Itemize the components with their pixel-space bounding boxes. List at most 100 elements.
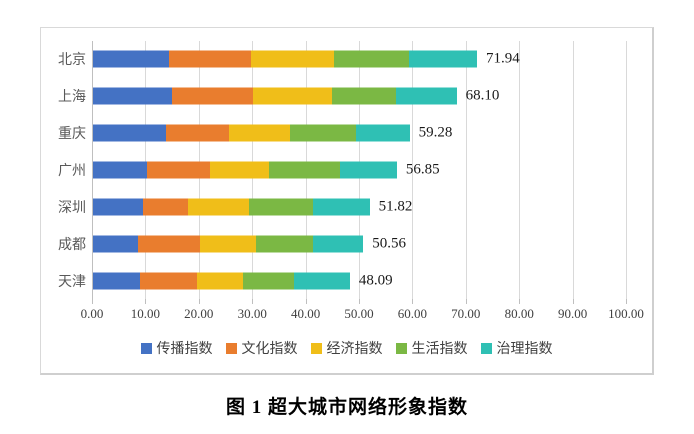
bar-row: 成都 50.56: [58, 225, 626, 262]
chart-figure: 北京 71.94 上海 68.10 重庆 59.28 广州 56.85 深圳 51.82 成都 50.…: [40, 27, 654, 375]
figure-caption: 图 1 超大城市网络形象指数: [225, 397, 468, 418]
category-label: 成都: [58, 237, 86, 253]
bar-segment: [408, 50, 477, 68]
stacked-bar: [93, 272, 350, 290]
x-tick-mark: [145, 299, 147, 304]
bar-segment: [249, 198, 313, 216]
legend-label: 经济指数: [326, 342, 383, 357]
legend-swatch-icon: [480, 342, 492, 354]
bar-segment: [146, 161, 210, 179]
x-tick-mark: [359, 299, 360, 304]
legend-swatch-icon: [395, 342, 407, 354]
total-value-label: 48.09: [358, 272, 393, 289]
x-tick-label: 90.00: [557, 306, 588, 321]
stacked-bar: [93, 124, 410, 142]
bar-segment: [200, 235, 257, 253]
bar-row: 天津 48.09: [58, 262, 626, 299]
x-tick-label: 60.00: [397, 306, 428, 321]
x-tick-label: 40.00: [290, 306, 321, 321]
stacked-bar: [93, 161, 397, 179]
bar-rows: 北京 71.94 上海 68.10 重庆 59.28 广州 56.85 深圳 51.82 成都 50.…: [58, 41, 626, 299]
x-tick-label: 0.00: [80, 306, 104, 321]
total-value-label: 68.10: [465, 87, 500, 104]
bar-segment: [242, 272, 294, 290]
x-tick-mark: [465, 299, 467, 304]
total-value-label: 51.82: [378, 198, 413, 215]
x-tick-mark: [412, 299, 414, 304]
x-tick-mark: [626, 299, 627, 304]
legend-label: 生活指数: [411, 342, 468, 357]
bar-segment: [139, 272, 197, 290]
bar-segment: [256, 235, 313, 253]
stacked-bar: [93, 87, 457, 105]
bar-row: 北京 71.94: [58, 41, 626, 78]
category-label: 天津: [58, 274, 86, 290]
bar-segment: [209, 161, 270, 179]
bar-row: 重庆 59.28: [58, 115, 626, 152]
bar-segment: [169, 50, 252, 68]
category-label: 广州: [58, 164, 86, 179]
bar-segment: [312, 235, 364, 253]
bar-segment: [293, 272, 350, 290]
gridline: [572, 41, 574, 299]
bar-segment: [165, 124, 229, 142]
category-label: 上海: [58, 90, 86, 106]
legend-label: 传播指数: [156, 342, 213, 357]
bar-segment: [93, 50, 170, 68]
bar-segment: [172, 87, 253, 105]
x-tick-label: 100.00: [608, 306, 644, 321]
x-tick-mark: [92, 299, 93, 304]
x-tick-label: 10.00: [130, 306, 161, 321]
gridline: [412, 41, 414, 299]
legend-swatch-icon: [140, 342, 152, 354]
bar-row: 上海 68.10: [58, 78, 626, 115]
gridline: [465, 41, 467, 299]
bar-segment: [252, 87, 332, 105]
category-label: 深圳: [58, 200, 86, 216]
legend-label: 治理指数: [496, 342, 553, 357]
x-tick-label: 20.00: [184, 306, 214, 321]
x-tick-mark: [198, 299, 200, 304]
bar-segment: [333, 50, 409, 68]
stacked-bar: [93, 50, 477, 68]
y-axis-line: [92, 41, 93, 299]
total-value-label: 59.28: [418, 124, 453, 141]
bar-segment: [196, 272, 243, 290]
bar-segment: [93, 235, 138, 253]
bar-segment: [269, 161, 340, 179]
x-tick-mark: [519, 299, 521, 304]
category-label: 北京: [58, 53, 86, 69]
legend-item: 生活指数: [395, 338, 468, 358]
category-label: 重庆: [58, 127, 86, 143]
legend-label: 文化指数: [241, 342, 298, 357]
x-tick-mark: [572, 299, 574, 304]
bar-segment: [93, 272, 140, 290]
bar-segment: [93, 198, 143, 216]
bar-segment: [251, 50, 334, 68]
bar-segment: [228, 124, 291, 142]
x-tick-mark: [305, 299, 307, 304]
x-tick-label: 80.00: [504, 306, 534, 321]
bar-segment: [93, 87, 173, 105]
bar-segment: [396, 87, 457, 105]
bar-segment: [93, 124, 166, 142]
stacked-bar: [93, 198, 370, 216]
bar-segment: [137, 235, 201, 253]
total-value-label: 71.94: [485, 50, 520, 67]
legend-item: 传播指数: [140, 338, 213, 358]
legend-swatch-icon: [310, 342, 322, 354]
legend-item: 经济指数: [310, 338, 383, 358]
x-tick-label: 70.00: [451, 306, 481, 321]
gridline: [519, 41, 521, 299]
plot-area: 北京 71.94 上海 68.10 重庆 59.28 广州 56.85 深圳 51.82 成都 50.…: [58, 41, 644, 321]
bar-segment: [312, 198, 370, 216]
legend-item: 文化指数: [225, 338, 298, 358]
bar-segment: [355, 124, 410, 142]
x-tick-mark: [252, 299, 254, 304]
bar-row: 深圳 51.82: [58, 188, 626, 225]
legend-swatch-icon: [225, 342, 237, 354]
total-value-label: 56.85: [405, 161, 440, 178]
bar-segment: [188, 198, 250, 216]
bar-segment: [142, 198, 189, 216]
